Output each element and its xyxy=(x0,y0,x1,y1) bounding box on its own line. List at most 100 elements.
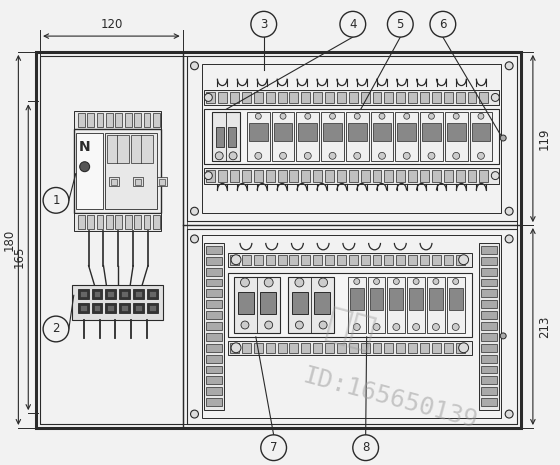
Bar xyxy=(111,179,117,185)
Bar xyxy=(278,92,287,103)
Bar xyxy=(348,277,366,333)
Bar xyxy=(361,255,370,265)
Bar xyxy=(361,343,370,353)
Bar xyxy=(337,170,346,181)
Bar xyxy=(266,343,274,353)
Circle shape xyxy=(453,113,459,119)
Bar xyxy=(143,215,151,229)
Bar xyxy=(370,288,384,310)
Bar xyxy=(204,168,500,184)
Bar xyxy=(133,177,143,186)
Text: 5: 5 xyxy=(396,18,404,31)
Bar xyxy=(278,343,287,353)
Circle shape xyxy=(304,153,311,159)
Circle shape xyxy=(190,62,198,70)
Bar xyxy=(133,303,144,313)
Bar xyxy=(135,305,142,311)
Bar xyxy=(447,277,465,333)
Bar xyxy=(230,255,239,265)
Bar xyxy=(94,292,100,297)
Bar xyxy=(278,255,287,265)
Circle shape xyxy=(413,279,419,285)
Bar xyxy=(242,343,251,353)
Bar xyxy=(230,343,239,353)
Bar xyxy=(389,288,403,310)
Bar xyxy=(444,255,452,265)
Bar xyxy=(449,288,463,310)
Circle shape xyxy=(296,321,304,329)
Bar xyxy=(472,123,491,141)
Circle shape xyxy=(403,153,410,159)
Circle shape xyxy=(229,152,237,160)
Bar xyxy=(290,92,298,103)
Bar xyxy=(313,255,322,265)
Bar xyxy=(207,398,222,406)
Bar xyxy=(348,123,367,141)
Bar xyxy=(408,92,417,103)
Bar xyxy=(479,92,488,103)
Bar xyxy=(395,112,418,161)
Bar xyxy=(266,255,274,265)
Bar xyxy=(313,92,322,103)
Bar xyxy=(234,277,279,333)
Circle shape xyxy=(280,113,286,119)
Text: 213: 213 xyxy=(538,315,551,338)
Bar xyxy=(427,277,445,333)
Bar xyxy=(350,288,363,310)
Bar xyxy=(207,377,222,385)
Bar xyxy=(238,292,254,314)
Bar xyxy=(407,277,425,333)
Bar xyxy=(207,170,215,181)
Circle shape xyxy=(478,153,484,159)
Circle shape xyxy=(240,278,249,287)
Bar xyxy=(349,255,358,265)
Text: 7: 7 xyxy=(270,441,277,454)
Bar xyxy=(254,92,263,103)
Circle shape xyxy=(388,11,413,37)
Bar xyxy=(292,292,309,314)
Circle shape xyxy=(500,135,506,141)
Circle shape xyxy=(373,324,380,331)
Bar xyxy=(479,170,488,181)
Bar xyxy=(115,113,122,127)
Bar xyxy=(429,288,443,310)
Bar xyxy=(125,215,132,229)
Circle shape xyxy=(319,321,327,329)
Bar xyxy=(482,344,497,352)
Bar xyxy=(313,170,322,181)
Bar xyxy=(149,305,156,311)
Bar xyxy=(482,268,497,276)
Circle shape xyxy=(354,113,360,119)
Bar xyxy=(408,255,417,265)
Bar xyxy=(108,135,129,163)
Bar xyxy=(337,343,346,353)
Circle shape xyxy=(43,187,69,213)
Bar xyxy=(76,133,104,209)
Bar xyxy=(456,170,465,181)
Bar xyxy=(94,305,100,311)
Bar xyxy=(444,343,452,353)
Bar xyxy=(298,123,317,141)
Circle shape xyxy=(413,324,419,331)
Bar xyxy=(349,343,358,353)
Bar xyxy=(482,289,497,297)
Bar xyxy=(420,255,429,265)
Bar xyxy=(207,333,222,341)
Bar xyxy=(444,170,452,181)
Circle shape xyxy=(500,333,506,339)
Bar xyxy=(346,112,368,161)
Bar xyxy=(398,123,416,141)
Bar xyxy=(134,113,141,127)
Text: 3: 3 xyxy=(260,18,268,31)
Circle shape xyxy=(305,113,311,119)
Circle shape xyxy=(231,343,241,353)
Circle shape xyxy=(432,324,440,331)
Bar xyxy=(207,311,222,319)
Bar xyxy=(420,92,429,103)
Bar xyxy=(396,255,405,265)
Circle shape xyxy=(452,279,459,285)
Bar xyxy=(207,257,222,265)
Bar xyxy=(122,305,128,311)
Bar xyxy=(456,255,465,265)
Bar xyxy=(385,255,393,265)
